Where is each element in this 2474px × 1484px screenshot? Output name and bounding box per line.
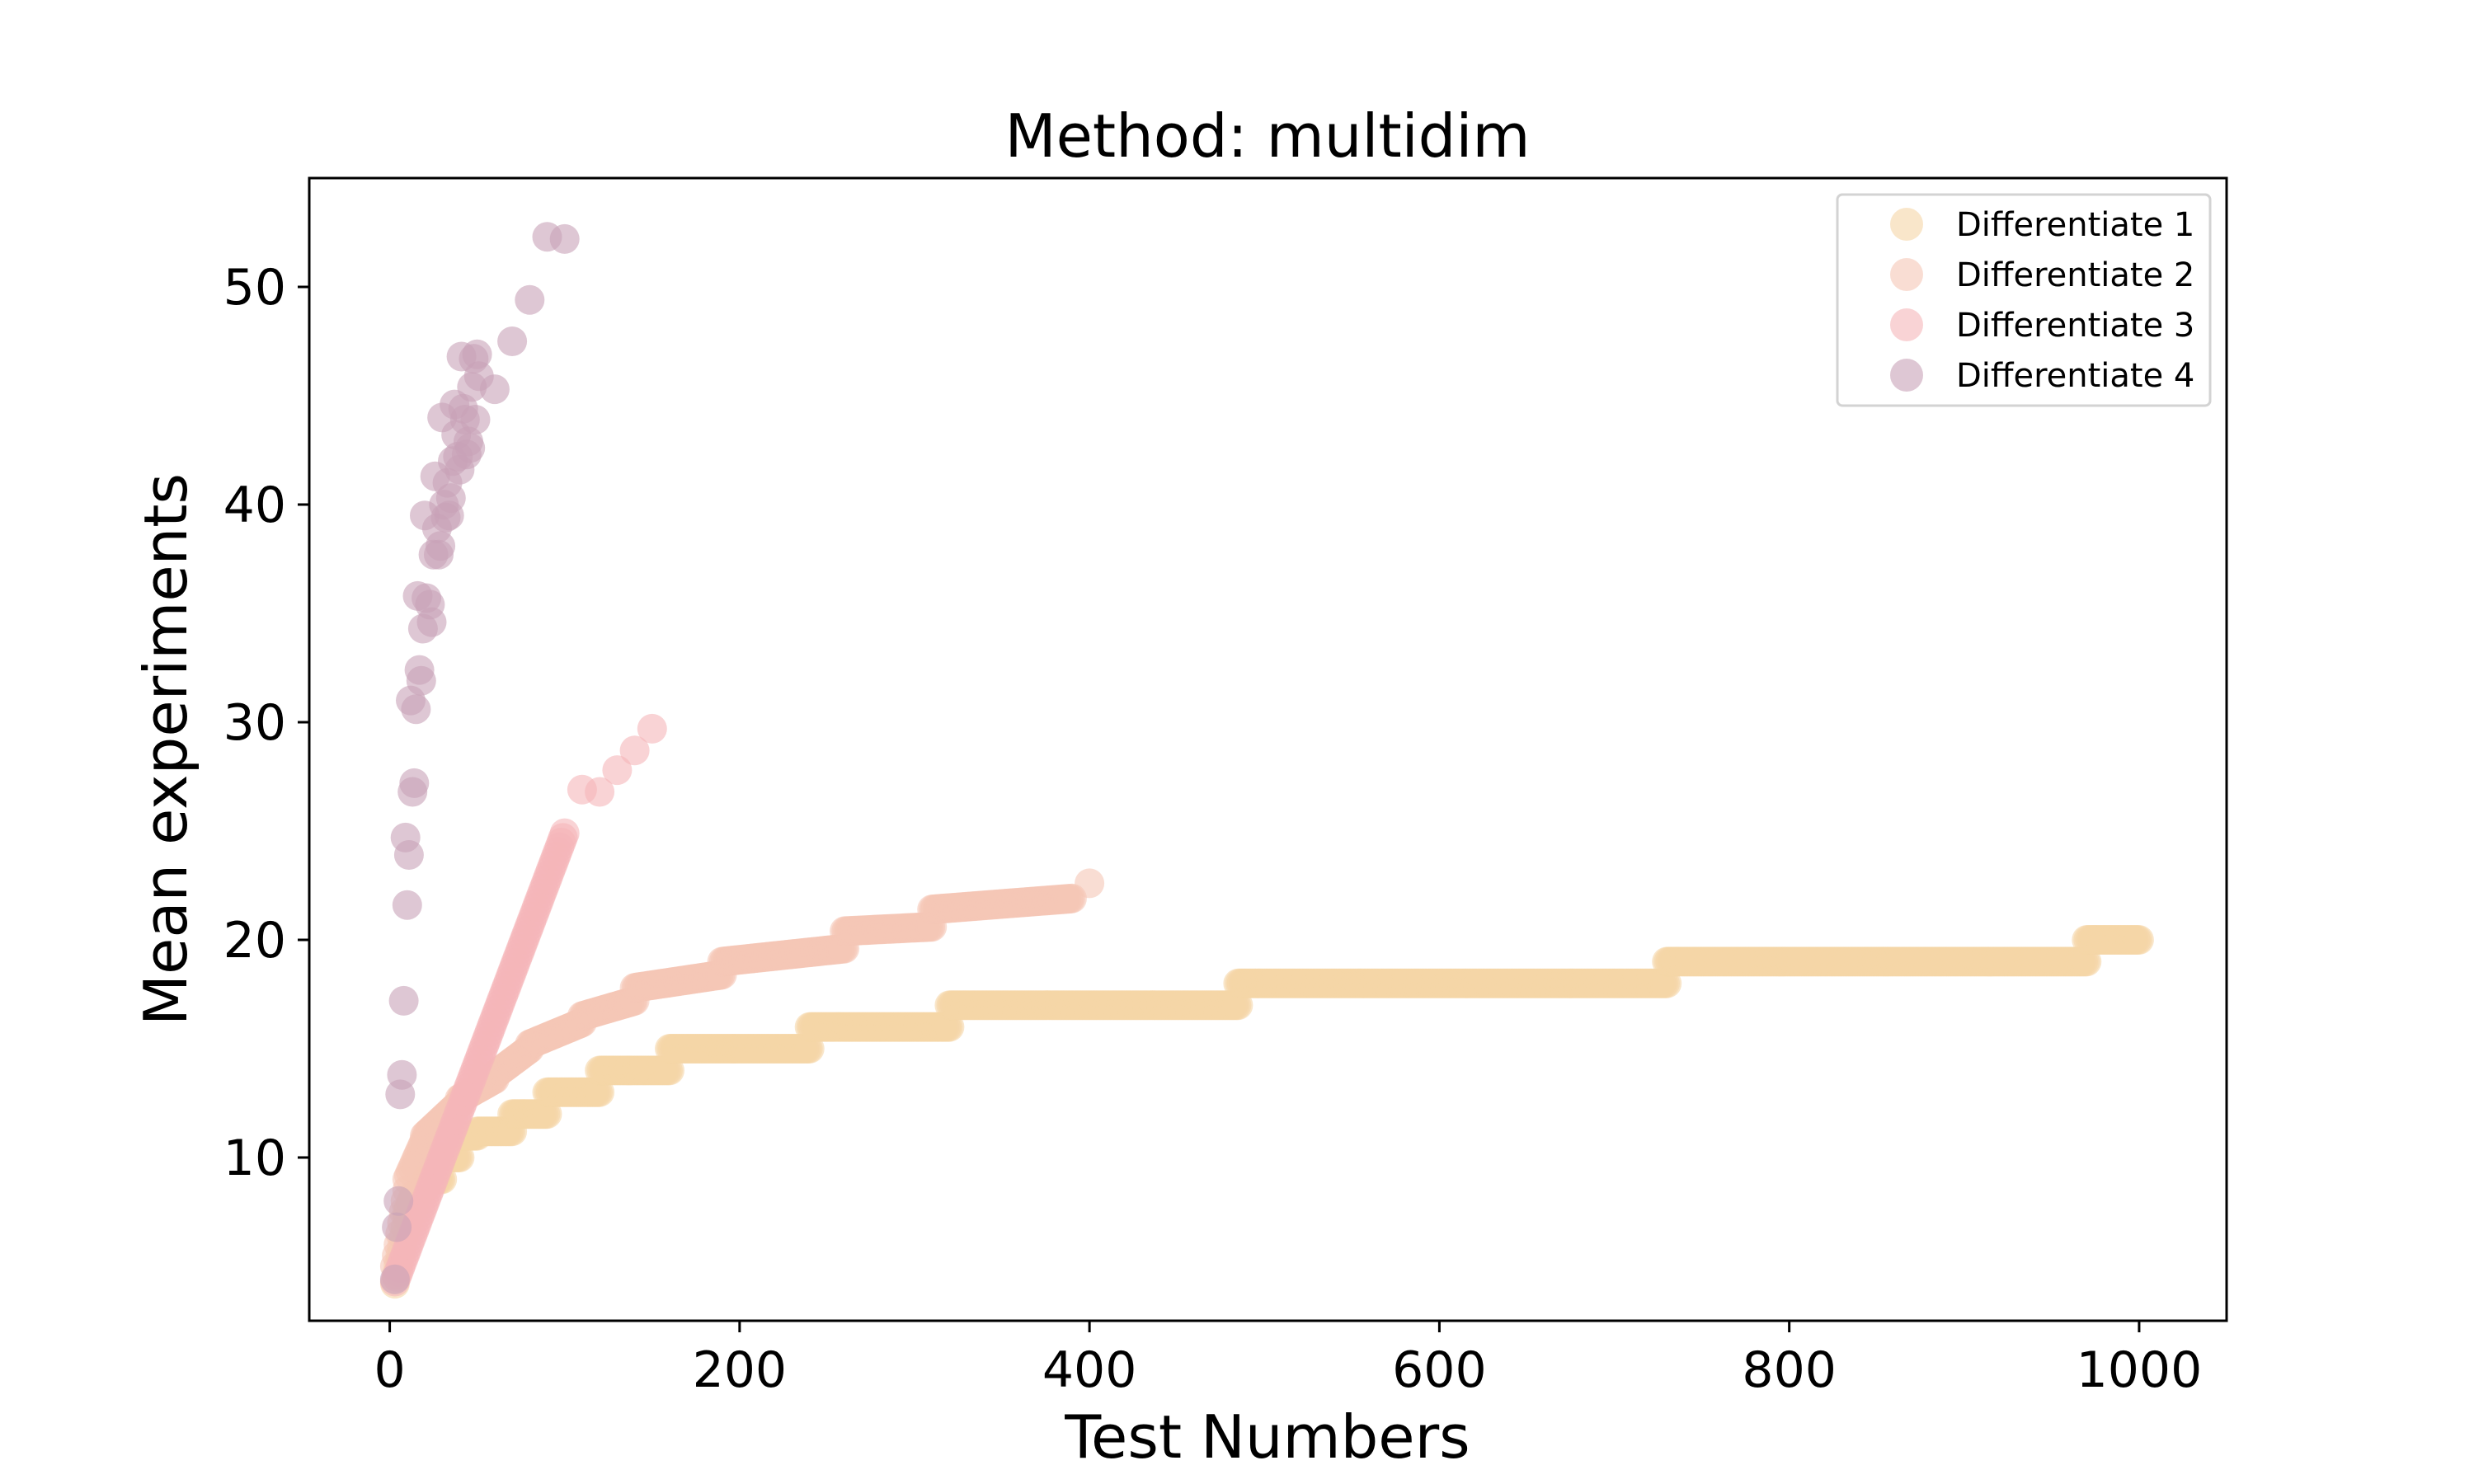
data-point [479, 374, 510, 405]
y-tick-label: 10 [223, 1129, 286, 1187]
legend-marker [1890, 308, 1923, 341]
data-point [388, 985, 419, 1016]
data-point [387, 1059, 417, 1090]
y-tick-label: 20 [223, 912, 286, 970]
x-tick-label: 1000 [2077, 1341, 2203, 1399]
data-point [460, 405, 491, 434]
data-point [392, 890, 422, 920]
legend-entries: Differentiate 1 Differentiate 2 Differenti… [1890, 206, 2194, 395]
x-tick-label: 400 [1042, 1341, 1137, 1399]
data-point [2124, 925, 2154, 955]
series-4 [379, 222, 580, 1294]
data-point [549, 818, 580, 848]
points-layer [379, 222, 2154, 1299]
legend-marker [1890, 208, 1923, 241]
legend-marker [1890, 258, 1923, 291]
legend-marker [1890, 359, 1923, 392]
data-point [462, 339, 492, 369]
data-point [549, 223, 580, 254]
data-point [435, 483, 466, 514]
chart-title: Method: multidim [1004, 101, 1530, 171]
data-point [383, 1186, 414, 1216]
data-point [426, 531, 456, 561]
legend-label: Differentiate 3 [1956, 307, 2194, 345]
data-point [602, 755, 633, 786]
legend-label: Differentiate 1 [1956, 206, 2194, 244]
data-point [619, 735, 650, 766]
data-point [585, 777, 615, 807]
data-point [379, 1264, 410, 1294]
data-point [393, 840, 424, 870]
data-point [416, 607, 447, 637]
y-axis-label: Mean experiments [131, 473, 200, 1026]
y-tick-label: 40 [223, 477, 286, 534]
y-tick-label: 30 [223, 694, 286, 752]
x-axis-label: Test Numbers [1064, 1402, 1470, 1472]
legend-label: Differentiate 2 [1956, 256, 2194, 294]
ticks-layer: 0 200 400 600 800 1000 10 20 30 40 50 [223, 259, 2203, 1399]
data-point [1075, 868, 1105, 899]
x-tick-label: 0 [374, 1341, 405, 1399]
data-point [497, 326, 528, 356]
data-point [406, 665, 436, 696]
data-point [515, 284, 545, 315]
data-point [401, 694, 431, 725]
data-point [637, 713, 667, 744]
x-tick-label: 800 [1742, 1341, 1837, 1399]
x-tick-label: 600 [1392, 1341, 1487, 1399]
legend-frame [1836, 193, 2212, 407]
legend-label: Differentiate 4 [1956, 357, 2194, 395]
data-point [382, 1212, 412, 1242]
data-point [455, 433, 486, 463]
series-1 [379, 925, 2154, 1299]
x-tick-label: 200 [693, 1341, 788, 1399]
plot-frame [308, 176, 2228, 1322]
y-tick-label: 50 [223, 259, 286, 317]
data-point [399, 768, 430, 798]
legend: Differentiate 1 Differentiate 2 Differenti… [1836, 193, 2212, 407]
